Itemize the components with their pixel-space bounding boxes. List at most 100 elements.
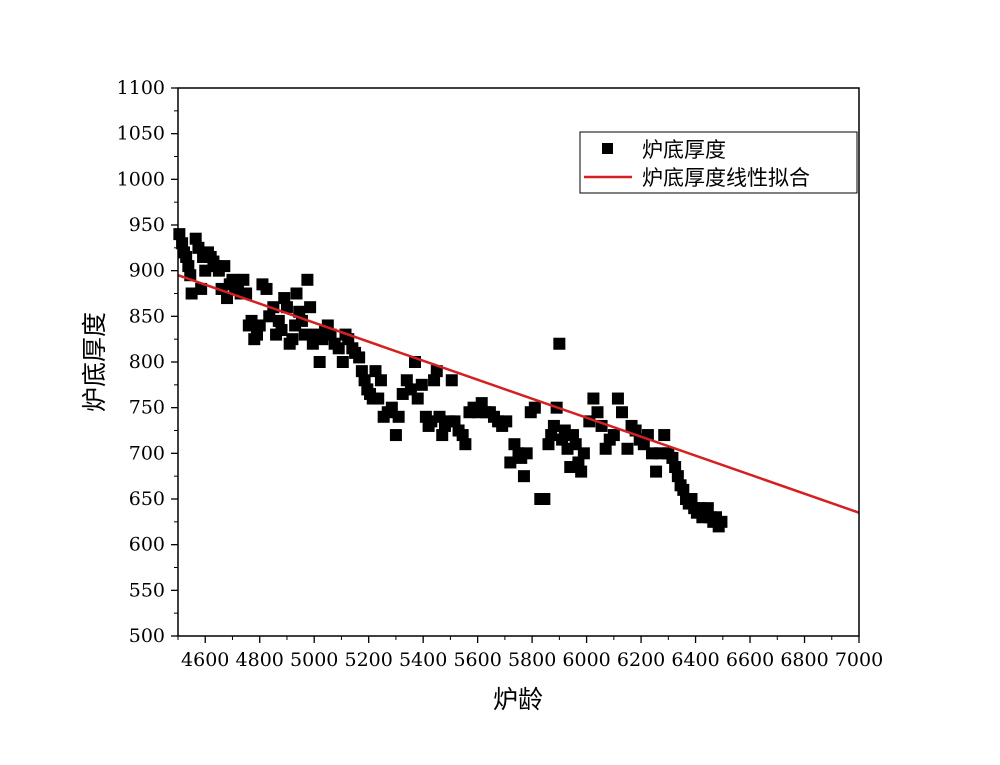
scatter-point: [611, 392, 624, 405]
scatter-point: [508, 438, 521, 451]
scatter-point: [263, 310, 276, 323]
scatter-point: [404, 383, 417, 396]
scatter-point: [369, 365, 382, 378]
scatter-point: [542, 438, 555, 451]
scatter-point: [553, 337, 566, 350]
scatter-point: [591, 406, 604, 419]
y-tick-label: 550: [129, 579, 165, 601]
axis-ticks: [171, 87, 860, 643]
scatter-point: [587, 392, 600, 405]
scatter-point: [176, 237, 189, 250]
scatter-point: [400, 374, 413, 387]
scatter-point: [430, 365, 443, 378]
y-tick-label: 950: [129, 214, 165, 236]
scatter-point: [658, 429, 671, 442]
y-tick-label: 700: [129, 442, 165, 464]
x-tick-label: 5600: [453, 649, 501, 671]
scatter-point: [221, 292, 234, 305]
scatter-point: [538, 493, 551, 505]
x-tick-label: 4800: [236, 649, 284, 671]
scatter-point: [192, 241, 205, 254]
plot-frame: [177, 87, 860, 637]
scatter-point: [392, 410, 405, 423]
scatter-point: [666, 451, 679, 464]
scatter-point: [701, 502, 714, 515]
scatter-point: [195, 282, 208, 295]
scatter-point: [448, 415, 461, 428]
x-tick-label: 7000: [835, 649, 883, 671]
y-tick-label: 1050: [117, 123, 165, 145]
scatter-point: [293, 305, 306, 318]
scatter-point: [304, 301, 317, 314]
scatter-point: [572, 456, 585, 469]
scatter-point: [336, 356, 349, 368]
scatter-point: [556, 433, 569, 446]
scatter-point: [436, 429, 449, 442]
scatter-point: [374, 374, 387, 387]
scatter-point: [669, 461, 682, 474]
scatter-point: [385, 401, 398, 414]
fit-line: [177, 274, 860, 514]
scatter-point: [411, 392, 424, 405]
scatter-point: [599, 442, 612, 455]
scatter-point: [677, 483, 690, 496]
scatter-point: [353, 351, 366, 364]
x-tick-label: 6600: [726, 649, 774, 671]
scatter-point: [260, 282, 273, 295]
scatter-point: [415, 378, 428, 391]
scatter-point: [389, 429, 402, 442]
scatter-point: [566, 429, 579, 442]
scatter-point: [355, 365, 368, 378]
scatter-point: [240, 287, 253, 300]
scatter-point: [577, 447, 590, 460]
y-tick-label: 500: [129, 625, 165, 647]
legend-label-fit: 炉底厚度线性拟合: [642, 166, 810, 190]
x-tick-label: 6000: [562, 649, 610, 671]
scatter-point: [428, 374, 441, 387]
legend: 炉底厚度 炉底厚度线性拟合: [579, 131, 858, 194]
scatter-point: [545, 429, 558, 442]
scatter-point: [569, 438, 582, 451]
legend-label-scatter: 炉底厚度: [642, 138, 726, 162]
x-tick-label: 6200: [617, 649, 665, 671]
legend-box: [579, 131, 858, 194]
scatter-point: [504, 456, 517, 469]
scatter-point: [685, 493, 698, 505]
y-tick-label: 800: [129, 351, 165, 373]
scatter-point: [358, 374, 371, 387]
x-tick-label: 5400: [399, 649, 447, 671]
scatter-point: [332, 342, 345, 355]
scatter-point: [286, 333, 299, 346]
scatter-point: [306, 337, 319, 350]
x-tick-label: 5800: [508, 649, 556, 671]
scatter-point: [290, 287, 303, 300]
y-tick-label: 600: [129, 534, 165, 556]
x-tick-label: 5000: [290, 649, 338, 671]
scatter-point: [433, 410, 446, 423]
y-tick-label: 650: [129, 488, 165, 510]
scatter-point: [313, 356, 326, 368]
scatter-point: [520, 447, 533, 460]
y-tick-label: 750: [129, 397, 165, 419]
y-tick-labels: 500 550 600 650 700 750 800 850 900 950 1000 1050 11…: [117, 77, 165, 647]
scatter-point: [301, 273, 314, 286]
y-tick-label: 900: [129, 260, 165, 282]
scatter-point: [715, 515, 728, 528]
scatter-point: [275, 324, 288, 337]
scatter-point: [280, 301, 293, 314]
scatter-point: [173, 228, 186, 241]
x-tick-label: 6800: [780, 649, 828, 671]
scatter-point: [621, 442, 634, 455]
legend-marker-square: [602, 143, 613, 154]
scatter-point: [456, 429, 469, 442]
scatter-point: [445, 374, 458, 387]
y-tick-label: 850: [129, 305, 165, 327]
x-tick-label: 6400: [671, 649, 719, 671]
scatter-point: [459, 438, 472, 451]
scatter-point: [278, 292, 291, 305]
scatter-point: [182, 260, 195, 273]
y-axis-title: 炉底厚度: [80, 312, 109, 412]
scatter-point: [324, 328, 337, 341]
scatter-point: [298, 328, 311, 341]
